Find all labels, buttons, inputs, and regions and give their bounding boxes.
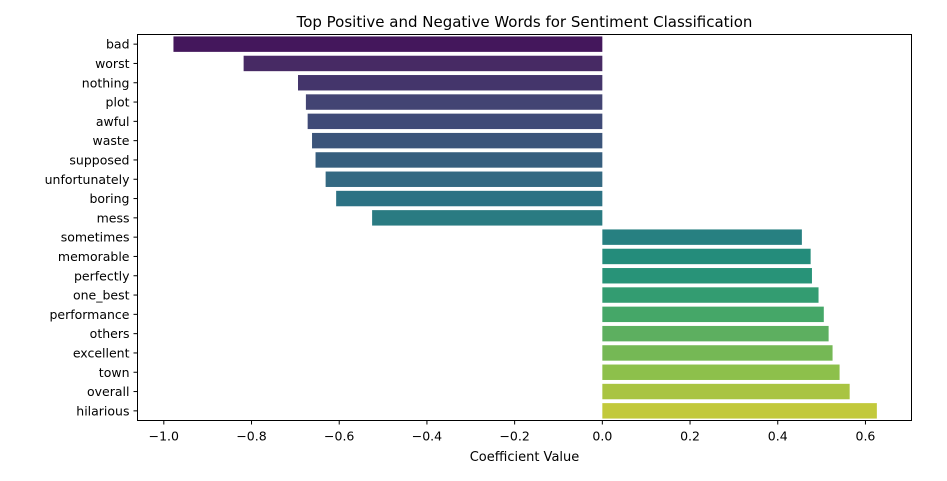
bar-awful bbox=[307, 113, 603, 130]
y-tick-label: memorable bbox=[58, 249, 130, 264]
bar-excellent bbox=[602, 345, 833, 361]
y-tick-label: waste bbox=[93, 133, 130, 148]
y-tick-label: boring bbox=[89, 191, 129, 206]
x-tick-label: 0.6 bbox=[856, 429, 876, 444]
bar-memorable bbox=[602, 248, 811, 265]
y-tick-label: overall bbox=[87, 384, 129, 399]
bar-plot bbox=[305, 94, 603, 110]
x-tick-label: −0.4 bbox=[412, 429, 442, 444]
bar-supposed bbox=[315, 152, 603, 168]
x-axis-label: Coefficient Value bbox=[470, 450, 580, 465]
y-tick-label: mess bbox=[97, 210, 130, 225]
bar-overall bbox=[602, 383, 850, 400]
bar-worst bbox=[243, 55, 603, 72]
y-tick-label: performance bbox=[49, 307, 129, 322]
bar-town bbox=[602, 364, 840, 380]
bar-unfortunately bbox=[325, 171, 603, 187]
x-tick-label: 0.0 bbox=[592, 429, 612, 444]
bar-sometimes bbox=[602, 229, 802, 245]
y-tick-label: perfectly bbox=[74, 268, 130, 283]
y-tick-label: supposed bbox=[69, 152, 129, 167]
x-tick-label: −0.6 bbox=[324, 429, 354, 444]
bar-others bbox=[602, 325, 829, 342]
y-tick-label: sometimes bbox=[61, 230, 130, 245]
y-tick-label: plot bbox=[106, 95, 130, 110]
bar-mess bbox=[372, 210, 603, 226]
x-tick-label: −0.2 bbox=[499, 429, 529, 444]
bar-nothing bbox=[298, 75, 603, 91]
y-tick-label: hilarious bbox=[76, 403, 129, 418]
bar-one_best bbox=[602, 287, 819, 303]
y-tick-label: town bbox=[99, 365, 130, 380]
y-tick-label: excellent bbox=[73, 345, 130, 360]
y-tick-label: worst bbox=[95, 56, 130, 71]
y-tick-label: awful bbox=[96, 114, 130, 129]
y-tick-label: nothing bbox=[82, 75, 130, 90]
y-tick-label: others bbox=[90, 326, 130, 341]
x-axis: −1.0 −0.8 −0.6 −0.4 −0.2 0.0 0.2 0.4 0.6 bbox=[149, 420, 876, 444]
plot-frame bbox=[137, 34, 912, 421]
bar-performance bbox=[602, 306, 824, 323]
x-tick-label: −1.0 bbox=[149, 429, 179, 444]
bar-boring bbox=[336, 190, 603, 207]
y-tick-label: one_best bbox=[73, 288, 130, 303]
y-tick-label: bad bbox=[106, 37, 130, 52]
bar-waste bbox=[312, 132, 603, 149]
bar-bad bbox=[173, 36, 603, 52]
y-axis: bad worst nothing plot awful waste supposed unf… bbox=[45, 37, 138, 418]
x-tick-label: 0.4 bbox=[768, 429, 788, 444]
chart-title: Top Positive and Negative Words for Sent… bbox=[296, 13, 753, 31]
bar-hilarious bbox=[602, 403, 877, 419]
y-tick-label: unfortunately bbox=[45, 172, 131, 187]
x-tick-label: −0.8 bbox=[236, 429, 266, 444]
x-tick-label: 0.2 bbox=[680, 429, 700, 444]
bars-group bbox=[173, 36, 877, 419]
bar-perfectly bbox=[602, 268, 812, 284]
